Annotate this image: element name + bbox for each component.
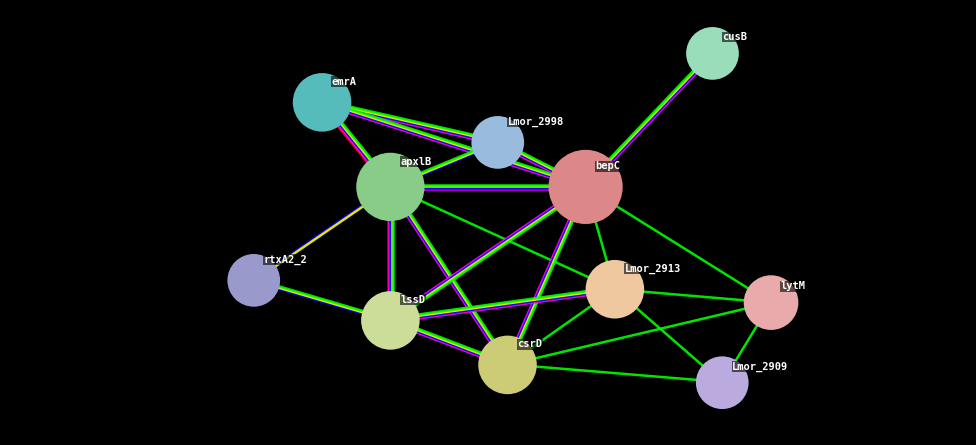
Ellipse shape bbox=[744, 275, 798, 330]
Text: apxlB: apxlB bbox=[400, 157, 431, 166]
Text: rtxA2_2: rtxA2_2 bbox=[264, 255, 307, 265]
Ellipse shape bbox=[478, 336, 537, 394]
Ellipse shape bbox=[471, 116, 524, 169]
Text: Lmor_2909: Lmor_2909 bbox=[732, 361, 789, 372]
Ellipse shape bbox=[356, 153, 425, 221]
Text: csrD: csrD bbox=[517, 339, 543, 349]
Ellipse shape bbox=[293, 73, 351, 132]
Ellipse shape bbox=[549, 150, 623, 224]
Ellipse shape bbox=[227, 254, 280, 307]
Text: cusB: cusB bbox=[722, 32, 748, 42]
Text: emrA: emrA bbox=[332, 77, 357, 86]
Text: Lmor_2998: Lmor_2998 bbox=[508, 117, 564, 127]
Ellipse shape bbox=[686, 27, 739, 80]
Ellipse shape bbox=[361, 291, 420, 350]
Text: Lmor_2913: Lmor_2913 bbox=[625, 263, 681, 274]
Text: lssD: lssD bbox=[400, 295, 426, 304]
Ellipse shape bbox=[586, 260, 644, 319]
Text: bepC: bepC bbox=[595, 161, 621, 171]
Text: lytM: lytM bbox=[781, 281, 806, 291]
Ellipse shape bbox=[696, 356, 749, 409]
